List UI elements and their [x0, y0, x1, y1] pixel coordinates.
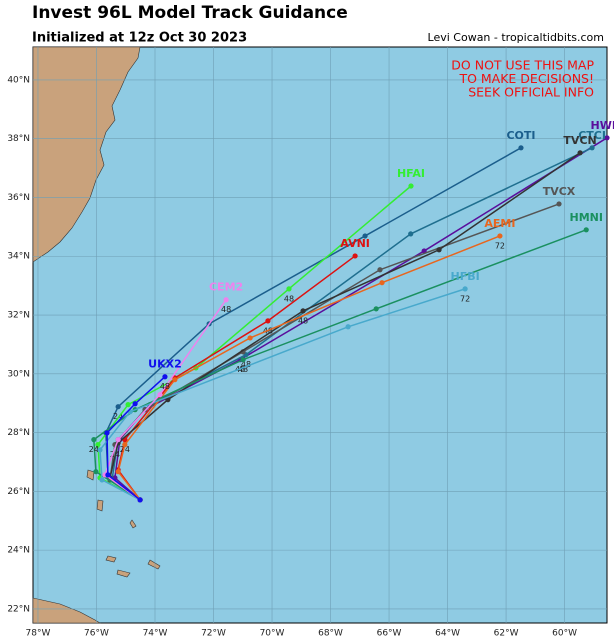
track-name: HWFI [591, 119, 614, 132]
track-point [377, 267, 383, 273]
lon-tick-label: 78°W [26, 629, 51, 639]
lon-tick-label: 68°W [318, 629, 343, 639]
lon-tick-label: 72°W [201, 629, 226, 639]
lat-tick-label: 32°N [7, 311, 30, 321]
lat-tick-label: 22°N [7, 604, 30, 614]
track-point [604, 135, 610, 141]
track-point [172, 377, 178, 383]
track-point [240, 357, 246, 363]
track-point [93, 469, 99, 475]
track-line [99, 288, 466, 501]
track-point [577, 150, 583, 156]
track-point [556, 201, 562, 207]
subtitle: Initialized at 12z Oct 30 2023 [32, 31, 247, 46]
track-name: UKX2 [148, 358, 182, 371]
track-point [518, 145, 524, 151]
track-name: HFAI [397, 167, 425, 180]
track-point [125, 402, 131, 408]
track-point [408, 231, 414, 237]
track-point [408, 183, 414, 189]
track-name: AEMI [484, 217, 515, 230]
lat-tick-label: 28°N [7, 428, 30, 438]
track-point [97, 447, 103, 453]
track-point [462, 286, 468, 292]
track-point [162, 374, 168, 380]
ocean [32, 46, 608, 624]
lon-tick-label: 74°W [143, 629, 168, 639]
lon-tick-label: 64°W [435, 629, 460, 639]
track-point [157, 392, 163, 398]
track-name: TVCN [563, 134, 596, 147]
track-point [583, 227, 589, 233]
lat-tick-label: 26°N [7, 487, 30, 497]
lon-tick-label: 70°W [260, 629, 285, 639]
tracks: 24COTI48HFAI2448AVNI48HWFI48CTCI24TVCX48… [89, 119, 614, 503]
track-point [115, 437, 121, 443]
track-line [117, 255, 356, 501]
lat-tick-label: 40°N [7, 75, 30, 85]
track-point [91, 437, 97, 443]
track-name: AVNI [340, 237, 370, 250]
hour-label: 48 [238, 365, 248, 374]
track-point [373, 306, 379, 312]
hour-label: 48 [160, 382, 170, 391]
hour-label: 72 [495, 241, 505, 250]
hour-label: 24 [120, 445, 130, 454]
land [32, 46, 161, 624]
track-point [137, 497, 143, 503]
track-point [362, 233, 368, 239]
track-name: TVCX [543, 185, 576, 198]
track-name: HFBI [451, 270, 480, 283]
track-point [104, 430, 110, 436]
lat-tick-label: 36°N [7, 193, 30, 203]
lat-tick-label: 38°N [7, 134, 30, 144]
track-point [99, 477, 105, 483]
track-point [122, 442, 128, 448]
track-point [165, 397, 171, 403]
lon-tick-label: 62°W [494, 629, 519, 639]
lon-tick-label: 66°W [377, 629, 402, 639]
track-point [345, 324, 351, 330]
track-name: CTCI [578, 129, 606, 142]
grid [33, 47, 607, 623]
track-point [265, 318, 271, 324]
hour-label: 48 [235, 365, 245, 374]
lat-tick-label: 24°N [7, 546, 30, 556]
track-point [352, 253, 358, 259]
lon-tick-label: 60°W [552, 629, 577, 639]
hour-label: 48 [241, 360, 251, 369]
hour-label: 48 [221, 305, 231, 314]
track-point [247, 335, 253, 341]
track-point [95, 442, 101, 448]
hour-label: 24 [89, 445, 99, 454]
track-point [379, 280, 385, 286]
warning-line: TO MAKE DECISIONS! [458, 71, 594, 86]
hour-label: 48 [298, 316, 308, 325]
track-name: COTI [506, 129, 535, 142]
track-point [132, 401, 138, 407]
track-point [115, 404, 121, 410]
lon-tick-label: 76°W [84, 629, 109, 639]
hour-label: 48 [284, 294, 294, 303]
title: Invest 96L Model Track Guidance [32, 3, 348, 23]
lat-tick-label: 34°N [7, 252, 30, 262]
hour-label: 72 [460, 294, 470, 303]
credit: Levi Cowan - tropicaltidbits.com [428, 31, 604, 44]
track-point [223, 297, 229, 303]
lat-tick-label: 30°N [7, 369, 30, 379]
track-name: CEM2 [209, 281, 243, 294]
warning-line: SEEK OFFICIAL INFO [468, 85, 594, 100]
track-point [105, 472, 111, 478]
track-point [115, 469, 121, 475]
track-point [286, 286, 292, 292]
track-point [300, 308, 306, 314]
track-point [436, 247, 442, 253]
track-name: HMNI [570, 211, 603, 224]
track-point [589, 145, 595, 151]
warning-line: DO NOT USE THIS MAP [451, 58, 594, 73]
track-point [497, 233, 503, 239]
